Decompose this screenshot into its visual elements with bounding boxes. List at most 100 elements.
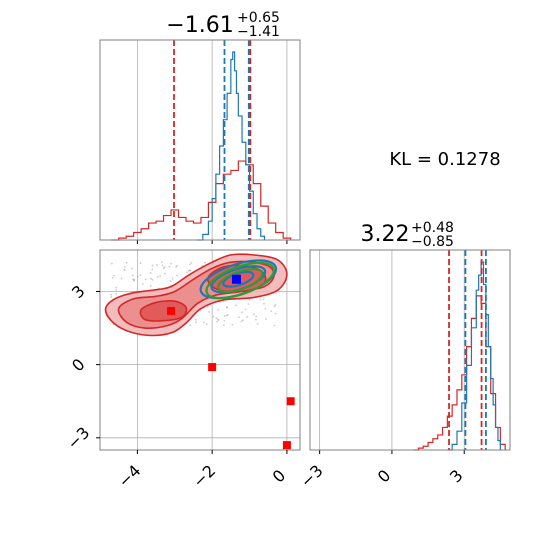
sample-point: [150, 277, 153, 280]
sample-point: [190, 261, 193, 264]
sample-point: [241, 311, 243, 314]
sample-point: [238, 316, 240, 319]
joint-xtick-label: −4: [114, 461, 144, 491]
sample-point: [217, 308, 220, 311]
sample-point: [226, 314, 229, 316]
param2-blue-histogram: [447, 261, 501, 451]
sample-point: [273, 324, 276, 327]
sample-point: [141, 283, 144, 285]
sample-point: [131, 274, 134, 277]
sample-point: [242, 319, 244, 322]
sample-point: [231, 323, 234, 326]
param2-xtick-label: −3: [297, 461, 327, 491]
param1-red-histogram: [111, 160, 292, 241]
sample-point: [244, 308, 247, 311]
red-density-contour: [139, 300, 188, 322]
sample-point: [263, 302, 265, 305]
sample-point: [223, 319, 226, 322]
sample-point: [274, 312, 277, 315]
param2-title-plus: +0.48: [411, 220, 454, 236]
sample-point: [189, 324, 191, 327]
sample-point: [139, 274, 142, 277]
sample-point: [171, 277, 174, 280]
red-square-marker: [208, 363, 217, 372]
param2-histogram-panel: −3 0 3: [297, 249, 511, 491]
param1-title-minus: −1.41: [237, 24, 280, 40]
sample-point: [215, 317, 218, 319]
sample-point: [169, 280, 172, 282]
sample-point: [265, 318, 267, 320]
sample-point: [264, 307, 267, 310]
joint-plot-area: [100, 250, 300, 450]
sample-point: [274, 304, 277, 306]
sample-point: [240, 320, 243, 323]
param2-xtick-label: 3: [446, 466, 467, 487]
sample-point: [123, 268, 126, 271]
sample-point: [163, 266, 166, 269]
sample-point: [248, 298, 251, 301]
blue-square-marker: [231, 274, 241, 284]
sample-point: [136, 275, 139, 278]
sample-point: [132, 279, 135, 282]
sample-point: [216, 320, 218, 323]
sample-point: [195, 321, 198, 324]
sample-point: [234, 304, 237, 307]
sample-point: [151, 268, 154, 271]
param1-frame: [99, 39, 301, 241]
sample-point: [120, 277, 123, 280]
sample-point: [164, 272, 166, 275]
sample-point: [169, 262, 172, 265]
sample-point: [159, 275, 162, 277]
sample-point: [247, 303, 250, 305]
sample-point: [254, 318, 257, 321]
sample-point: [139, 262, 142, 265]
sample-point: [270, 310, 273, 313]
sample-point: [149, 272, 152, 274]
sample-point: [204, 261, 206, 264]
sample-point: [223, 314, 226, 317]
sample-point: [168, 265, 171, 268]
param2-title-main: 3.22: [361, 222, 410, 247]
joint-ytick-label: 0: [68, 355, 89, 376]
red-square-marker: [286, 397, 295, 406]
green-density-contour: [217, 267, 264, 294]
sample-point: [187, 269, 190, 272]
sample-point: [110, 296, 113, 298]
sample-point: [151, 278, 154, 281]
sample-point: [156, 276, 159, 278]
sample-point: [151, 264, 154, 267]
joint-frame: [99, 249, 301, 451]
sample-point: [115, 286, 118, 289]
joint-ytick-label: 3: [68, 281, 89, 302]
sample-point: [262, 298, 265, 301]
joint-ytick-label: −3: [63, 423, 93, 453]
param1-title-plus: +0.65: [237, 10, 280, 26]
sample-point: [259, 298, 262, 301]
param1-title: −1.61: [166, 13, 233, 38]
sample-point: [156, 264, 158, 266]
sample-point: [255, 315, 258, 318]
param2-xtick-label: 0: [374, 466, 395, 487]
sample-point: [189, 269, 192, 272]
red-square-marker: [282, 441, 291, 450]
sample-point: [203, 321, 206, 324]
param2-title-minus: −0.85: [411, 234, 454, 250]
sample-point: [144, 278, 147, 281]
green-density-contour: [205, 261, 275, 300]
blue-density-contour: [222, 270, 255, 288]
sample-point: [226, 305, 229, 308]
kl-label: KL = 0.1278: [389, 149, 500, 170]
sample-point: [275, 292, 278, 294]
sample-point: [246, 316, 249, 318]
sample-point: [273, 305, 276, 308]
sample-point: [113, 274, 115, 277]
sample-point: [175, 266, 178, 269]
param2-frame: [309, 249, 511, 451]
joint-xtick-label: 0: [269, 466, 290, 487]
param1-blue-histogram: [197, 51, 266, 241]
sample-point: [124, 265, 126, 268]
sample-point: [185, 271, 188, 274]
param2-red-histogram: [413, 295, 506, 451]
sample-point: [222, 324, 225, 327]
sample-point: [194, 318, 197, 321]
